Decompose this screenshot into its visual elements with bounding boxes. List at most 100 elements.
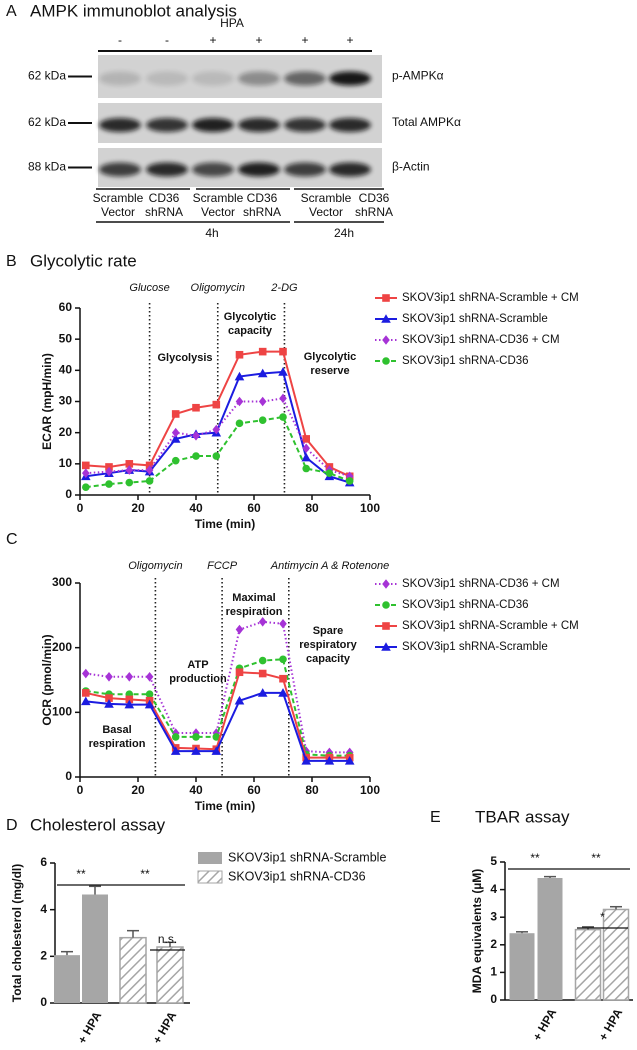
bar xyxy=(119,936,147,1004)
lane-label: Scramble xyxy=(193,191,244,205)
phase-label: Maximal xyxy=(232,592,275,604)
treatment-sign: + xyxy=(301,33,308,47)
legend-label: SKOV3ip1 shRNA-Scramble xyxy=(228,850,386,864)
x-tick-label: 80 xyxy=(305,783,319,797)
band xyxy=(284,162,326,177)
y-tick-label: 300 xyxy=(52,575,72,589)
legend-swatch xyxy=(197,870,223,884)
x-tick-label: 100 xyxy=(360,501,380,515)
lane-label: CD36 xyxy=(149,191,180,205)
bar xyxy=(537,878,563,1000)
legend-label: SKOV3ip1 shRNA-Scramble xyxy=(402,313,548,325)
data-point xyxy=(258,669,267,678)
band xyxy=(146,162,188,177)
legend-marker xyxy=(381,642,391,651)
data-point xyxy=(170,746,181,755)
band xyxy=(146,118,188,132)
time-label: 4h xyxy=(205,226,218,240)
y-axis-label: MDA equivalents (µM) xyxy=(470,869,484,993)
data-point xyxy=(234,371,245,381)
data-point xyxy=(171,456,180,465)
data-point xyxy=(192,403,200,412)
data-point xyxy=(258,656,267,665)
data-point xyxy=(191,746,201,755)
data-point xyxy=(145,477,154,485)
band xyxy=(238,162,280,177)
data-point xyxy=(257,368,268,378)
phase-label: production xyxy=(169,673,227,685)
data-point xyxy=(235,419,244,428)
panel-letter: B xyxy=(6,253,17,270)
y-tick-label: 20 xyxy=(59,425,73,439)
band xyxy=(284,71,326,86)
x-tick-label: 80 xyxy=(305,501,319,515)
x-tick-label: 20 xyxy=(131,783,145,797)
legend-marker xyxy=(382,622,390,630)
phase-label: Basal xyxy=(102,724,131,736)
y-axis-label: ECAR (mpH/min) xyxy=(40,353,54,450)
band xyxy=(192,162,234,177)
data-point xyxy=(105,466,113,477)
data-point xyxy=(324,756,335,765)
data-point xyxy=(82,483,90,492)
phase-label: capacity xyxy=(306,653,351,665)
significance-label: n.s. xyxy=(158,932,177,946)
significance-label: ** xyxy=(76,867,86,881)
band xyxy=(192,71,234,86)
bar xyxy=(82,894,108,1003)
x-tick-label: + HPA xyxy=(150,1009,180,1046)
phase-label: respiration xyxy=(89,738,146,750)
data-point xyxy=(325,469,334,477)
bar xyxy=(156,946,184,1004)
legend-label: SKOV3ip1 shRNA-CD36 + CM xyxy=(402,578,560,590)
legend-swatch xyxy=(198,852,222,864)
phase-label: Glycolysis xyxy=(157,352,212,364)
band xyxy=(192,118,234,132)
data-point xyxy=(235,396,244,407)
data-point xyxy=(258,347,267,356)
treatment-label: HPA xyxy=(220,16,244,30)
data-point xyxy=(144,699,155,709)
y-axis-label: OCR (pmol/min) xyxy=(40,634,54,725)
y-tick-label: 1 xyxy=(490,965,497,979)
lane-label: shRNA xyxy=(243,205,281,219)
legend-label: SKOV3ip1 shRNA-CD36 + CM xyxy=(402,334,560,346)
y-tick-label: 5 xyxy=(490,854,497,868)
data-point xyxy=(211,746,222,755)
x-axis-label: Time (min) xyxy=(195,799,255,813)
y-tick-label: 0 xyxy=(490,992,497,1006)
data-point xyxy=(171,733,180,741)
treatment-sign: + xyxy=(255,33,262,47)
treatment-sign: - xyxy=(165,33,169,47)
x-tick-label: 60 xyxy=(247,501,261,515)
legend-label: SKOV3ip1 shRNA-CD36 xyxy=(228,869,366,883)
data-point xyxy=(302,464,311,473)
x-tick-label: 100 xyxy=(360,783,380,797)
significance-label: * xyxy=(600,910,605,924)
y-tick-label: 2 xyxy=(40,949,47,963)
x-axis-label: Time (min) xyxy=(195,517,255,531)
significance-label: ** xyxy=(591,851,601,865)
panel-letter: D xyxy=(6,817,18,834)
size-label: 62 kDa xyxy=(28,115,66,129)
data-point xyxy=(212,733,221,741)
band xyxy=(284,118,326,132)
data-point xyxy=(81,696,91,706)
data-point xyxy=(192,430,200,441)
y-tick-label: 2 xyxy=(490,937,497,951)
chart-title: Cholesterol assay xyxy=(30,815,166,834)
y-tick-label: 0 xyxy=(65,769,72,783)
data-point xyxy=(125,465,134,475)
x-tick-label: 0 xyxy=(77,501,84,515)
data-point xyxy=(192,733,200,741)
band xyxy=(238,71,280,86)
data-point xyxy=(279,413,287,421)
phase-label: capacity xyxy=(228,325,273,337)
size-label: 88 kDa xyxy=(28,160,66,174)
y-tick-label: 6 xyxy=(40,855,47,869)
data-point xyxy=(302,443,310,454)
bar xyxy=(602,908,630,1001)
band xyxy=(329,118,371,132)
lane-label: Vector xyxy=(101,205,135,219)
